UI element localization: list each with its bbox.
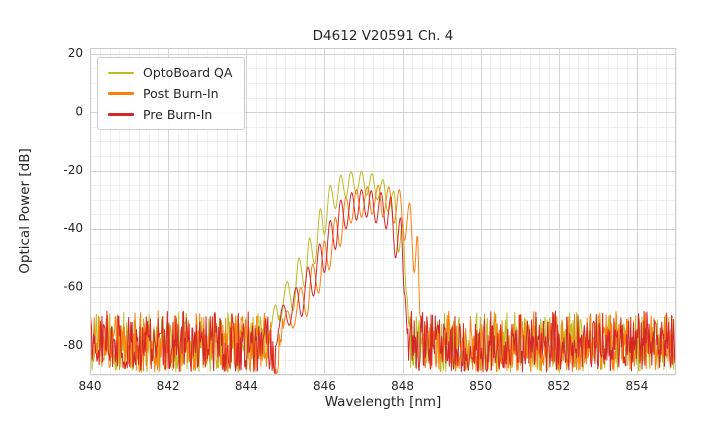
y-axis-label: Optical Power [dB] (17, 148, 33, 274)
legend-line-optoboard-qa (108, 71, 134, 75)
legend-label-post-burn-in: Post Burn-In (143, 85, 219, 101)
x-axis-label: Wavelength [nm] (324, 394, 442, 410)
legend-label-optoboard-qa: OptoBoard QA (143, 65, 233, 80)
legend-item-post-burn-in: Post Burn-In (108, 85, 232, 101)
legend-line-pre-burn-in (108, 113, 134, 116)
legend-item-pre-burn-in: Pre Burn-In (108, 106, 232, 122)
legend: OptoBoard QA Post Burn-In Pre Burn-In (97, 57, 246, 131)
chart-title: D4612 V20591 Ch. 4 (312, 28, 454, 44)
legend-item-optoboard-qa: OptoBoard QA (108, 66, 232, 80)
legend-line-post-burn-in (108, 92, 134, 95)
legend-label-pre-burn-in: Pre Burn-In (143, 106, 213, 122)
